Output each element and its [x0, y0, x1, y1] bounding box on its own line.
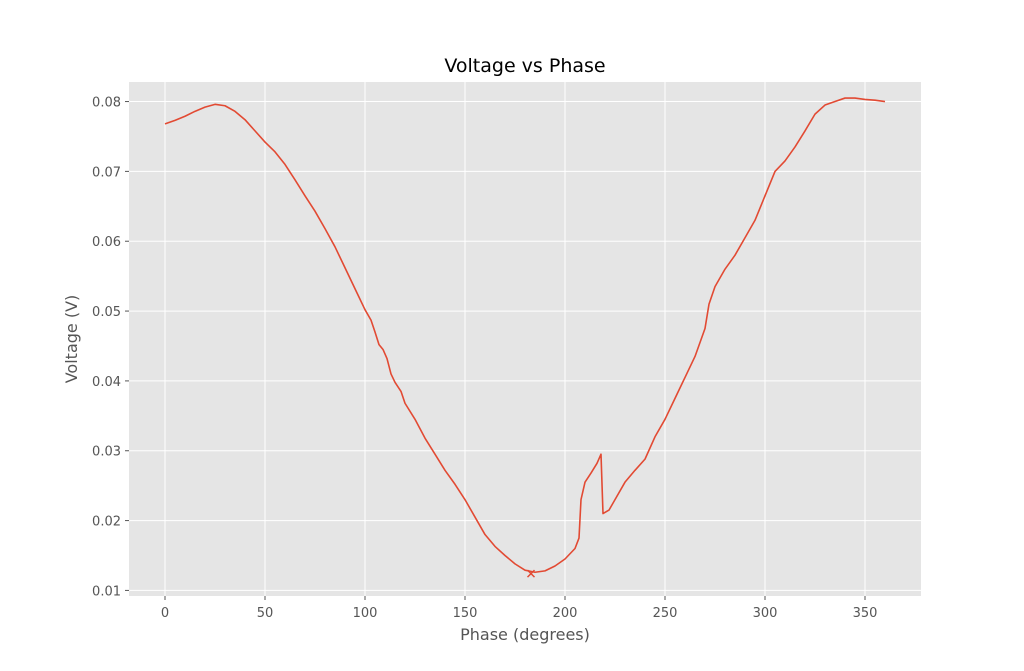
- x-tick-label: 300: [753, 606, 778, 621]
- chart-title: Voltage vs Phase: [444, 55, 605, 77]
- x-tick-label: 200: [553, 606, 578, 621]
- x-tick-label: 150: [453, 606, 478, 621]
- x-tick-label: 350: [853, 606, 878, 621]
- x-tick-label: 100: [353, 606, 378, 621]
- voltage-series-line: [164, 97, 886, 574]
- y-axis-title: Voltage (V): [62, 295, 81, 384]
- plot-background: [129, 82, 921, 596]
- y-tick-label: 0.04: [92, 375, 121, 390]
- y-tick-label: 0.08: [92, 96, 121, 111]
- y-tick-label: 0.07: [92, 165, 121, 180]
- axis-ticks: 0 50 100 150 200 250 300 350 0.01 0.02 0.03 0.04 0.0…: [92, 96, 877, 621]
- y-tick-label: 0.02: [92, 515, 121, 530]
- minimum-marker: [526, 569, 536, 578]
- x-tick-label: 50: [257, 606, 274, 621]
- series-layer: [164, 97, 886, 578]
- y-tick-label: 0.01: [92, 584, 121, 599]
- x-axis-title: Phase (degrees): [460, 625, 590, 644]
- y-tick-label: 0.06: [92, 235, 121, 250]
- y-tick-label: 0.05: [92, 305, 121, 320]
- x-tick-label: 250: [653, 606, 678, 621]
- y-tick-label: 0.03: [92, 445, 121, 460]
- grid-lines: [129, 82, 921, 596]
- x-tick-label: 0: [161, 606, 169, 621]
